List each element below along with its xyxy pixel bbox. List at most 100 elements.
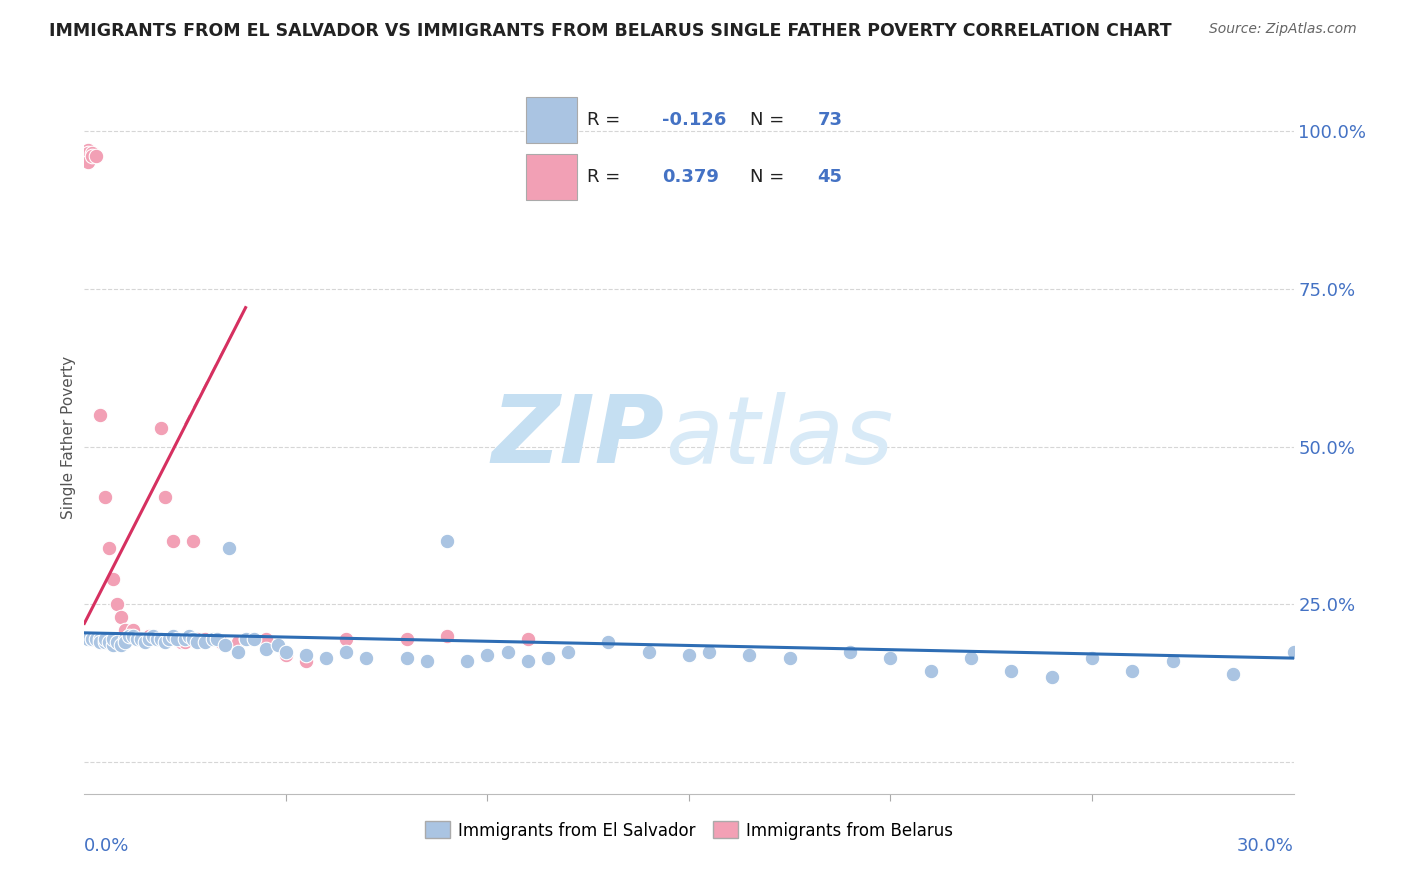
Point xyxy=(129,632,152,647)
Point xyxy=(1081,651,1104,665)
Point xyxy=(82,632,104,647)
Point xyxy=(86,632,108,647)
Point xyxy=(166,632,188,647)
Point xyxy=(235,632,257,647)
Point xyxy=(93,635,115,649)
Point xyxy=(89,632,111,647)
Point xyxy=(242,632,264,647)
Y-axis label: Single Father Poverty: Single Father Poverty xyxy=(60,356,76,518)
Point xyxy=(101,632,124,647)
Point xyxy=(637,645,659,659)
Point xyxy=(960,651,983,665)
Point xyxy=(516,654,538,668)
Point xyxy=(186,632,208,647)
Point xyxy=(93,635,115,649)
Point xyxy=(395,651,418,665)
Point xyxy=(162,534,184,549)
Point xyxy=(274,648,297,662)
Point xyxy=(295,654,318,668)
Point xyxy=(194,632,217,647)
Point xyxy=(496,645,519,659)
Point xyxy=(678,648,700,662)
Point xyxy=(142,629,165,643)
Point xyxy=(93,632,115,647)
Point xyxy=(1161,654,1184,668)
Point xyxy=(598,635,620,649)
Point xyxy=(920,664,942,678)
Point xyxy=(181,632,204,647)
Point xyxy=(134,632,156,647)
Point xyxy=(537,651,560,665)
Point xyxy=(114,632,136,647)
Point xyxy=(125,632,148,647)
Point xyxy=(209,635,232,649)
Point xyxy=(179,629,201,643)
Point xyxy=(516,632,538,647)
Point xyxy=(89,408,111,422)
Point xyxy=(162,629,184,643)
Point xyxy=(226,645,249,659)
Point xyxy=(146,632,169,647)
Point xyxy=(121,629,143,643)
Text: IMMIGRANTS FROM EL SALVADOR VS IMMIGRANTS FROM BELARUS SINGLE FATHER POVERTY COR: IMMIGRANTS FROM EL SALVADOR VS IMMIGRANT… xyxy=(49,22,1171,40)
Point xyxy=(879,651,901,665)
Point xyxy=(149,632,172,647)
Point xyxy=(274,645,297,659)
Point xyxy=(105,598,128,612)
Point xyxy=(105,635,128,649)
Point xyxy=(1040,670,1063,684)
Legend: Immigrants from El Salvador, Immigrants from Belarus: Immigrants from El Salvador, Immigrants … xyxy=(419,814,959,847)
Point xyxy=(77,155,100,169)
Point xyxy=(86,632,108,647)
Point xyxy=(214,639,236,653)
Point xyxy=(218,541,240,555)
Point xyxy=(254,641,277,656)
Point xyxy=(557,645,579,659)
Point xyxy=(267,639,290,653)
Point xyxy=(93,490,115,504)
Point xyxy=(114,623,136,637)
Point xyxy=(477,648,499,662)
Point xyxy=(157,632,180,647)
Point xyxy=(77,632,100,647)
Point xyxy=(82,632,104,647)
Point xyxy=(110,639,132,653)
Point xyxy=(82,145,104,160)
Text: ZIP: ZIP xyxy=(492,391,665,483)
Point xyxy=(89,632,111,647)
Point xyxy=(779,651,801,665)
Point xyxy=(395,632,418,647)
Point xyxy=(295,648,318,662)
Point xyxy=(138,629,160,643)
Text: 30.0%: 30.0% xyxy=(1237,837,1294,855)
Point xyxy=(118,629,141,643)
Point xyxy=(1000,664,1022,678)
Point xyxy=(142,629,165,643)
Point xyxy=(118,629,141,643)
Text: Source: ZipAtlas.com: Source: ZipAtlas.com xyxy=(1209,22,1357,37)
Point xyxy=(97,541,120,555)
Point xyxy=(77,143,100,157)
Point xyxy=(738,648,761,662)
Point xyxy=(242,632,264,647)
Point xyxy=(181,534,204,549)
Text: 0.0%: 0.0% xyxy=(84,837,129,855)
Point xyxy=(194,635,217,649)
Point xyxy=(125,632,148,647)
Point xyxy=(335,632,357,647)
Point xyxy=(174,635,197,649)
Point xyxy=(254,632,277,647)
Point xyxy=(1282,645,1305,659)
Point xyxy=(170,635,193,649)
Point xyxy=(436,629,458,643)
Point xyxy=(207,632,229,647)
Point xyxy=(436,534,458,549)
Point xyxy=(335,645,357,659)
Point xyxy=(202,632,225,647)
Point xyxy=(129,632,152,647)
Point xyxy=(202,632,225,647)
Point xyxy=(77,145,100,160)
Point xyxy=(114,632,136,647)
Point xyxy=(315,651,337,665)
Point xyxy=(82,149,104,163)
